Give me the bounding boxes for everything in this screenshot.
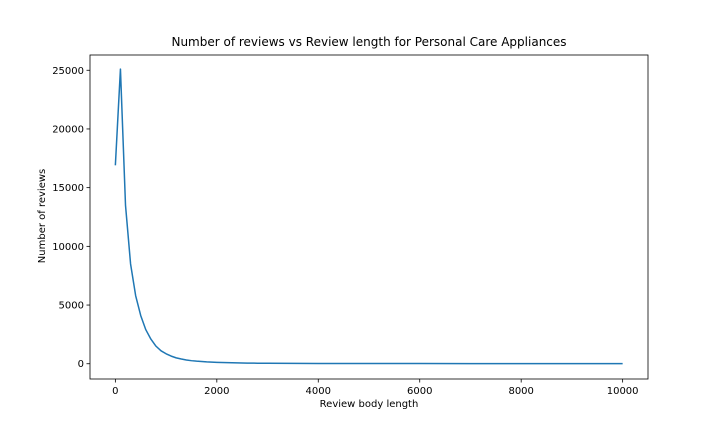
- y-axis-label: Number of reviews: [37, 169, 48, 263]
- y-tick-label: 20000: [52, 124, 84, 135]
- chart-title: Number of reviews vs Review length for P…: [171, 35, 566, 49]
- x-tick-label: 0: [112, 386, 118, 397]
- plot-area: 0 2000 4000 6000 8000 10000 0 5000 10000 15000 200…: [52, 54, 649, 397]
- y-tick-label: 10000: [52, 242, 84, 253]
- x-axis-label: Review body length: [320, 399, 419, 410]
- x-tick-label: 4000: [306, 386, 331, 397]
- y-tick-label: 15000: [52, 183, 84, 194]
- x-tick-label: 10000: [607, 386, 639, 397]
- series-line: [114, 68, 623, 365]
- x-tick-label: 6000: [407, 386, 432, 397]
- y-tick-label: 0: [78, 359, 84, 370]
- x-tick-label: 8000: [508, 386, 533, 397]
- y-tick-label: 25000: [52, 66, 84, 77]
- x-tick-label: 2000: [204, 386, 229, 397]
- axes-frame: [89, 54, 649, 380]
- y-tick-label: 5000: [59, 301, 84, 312]
